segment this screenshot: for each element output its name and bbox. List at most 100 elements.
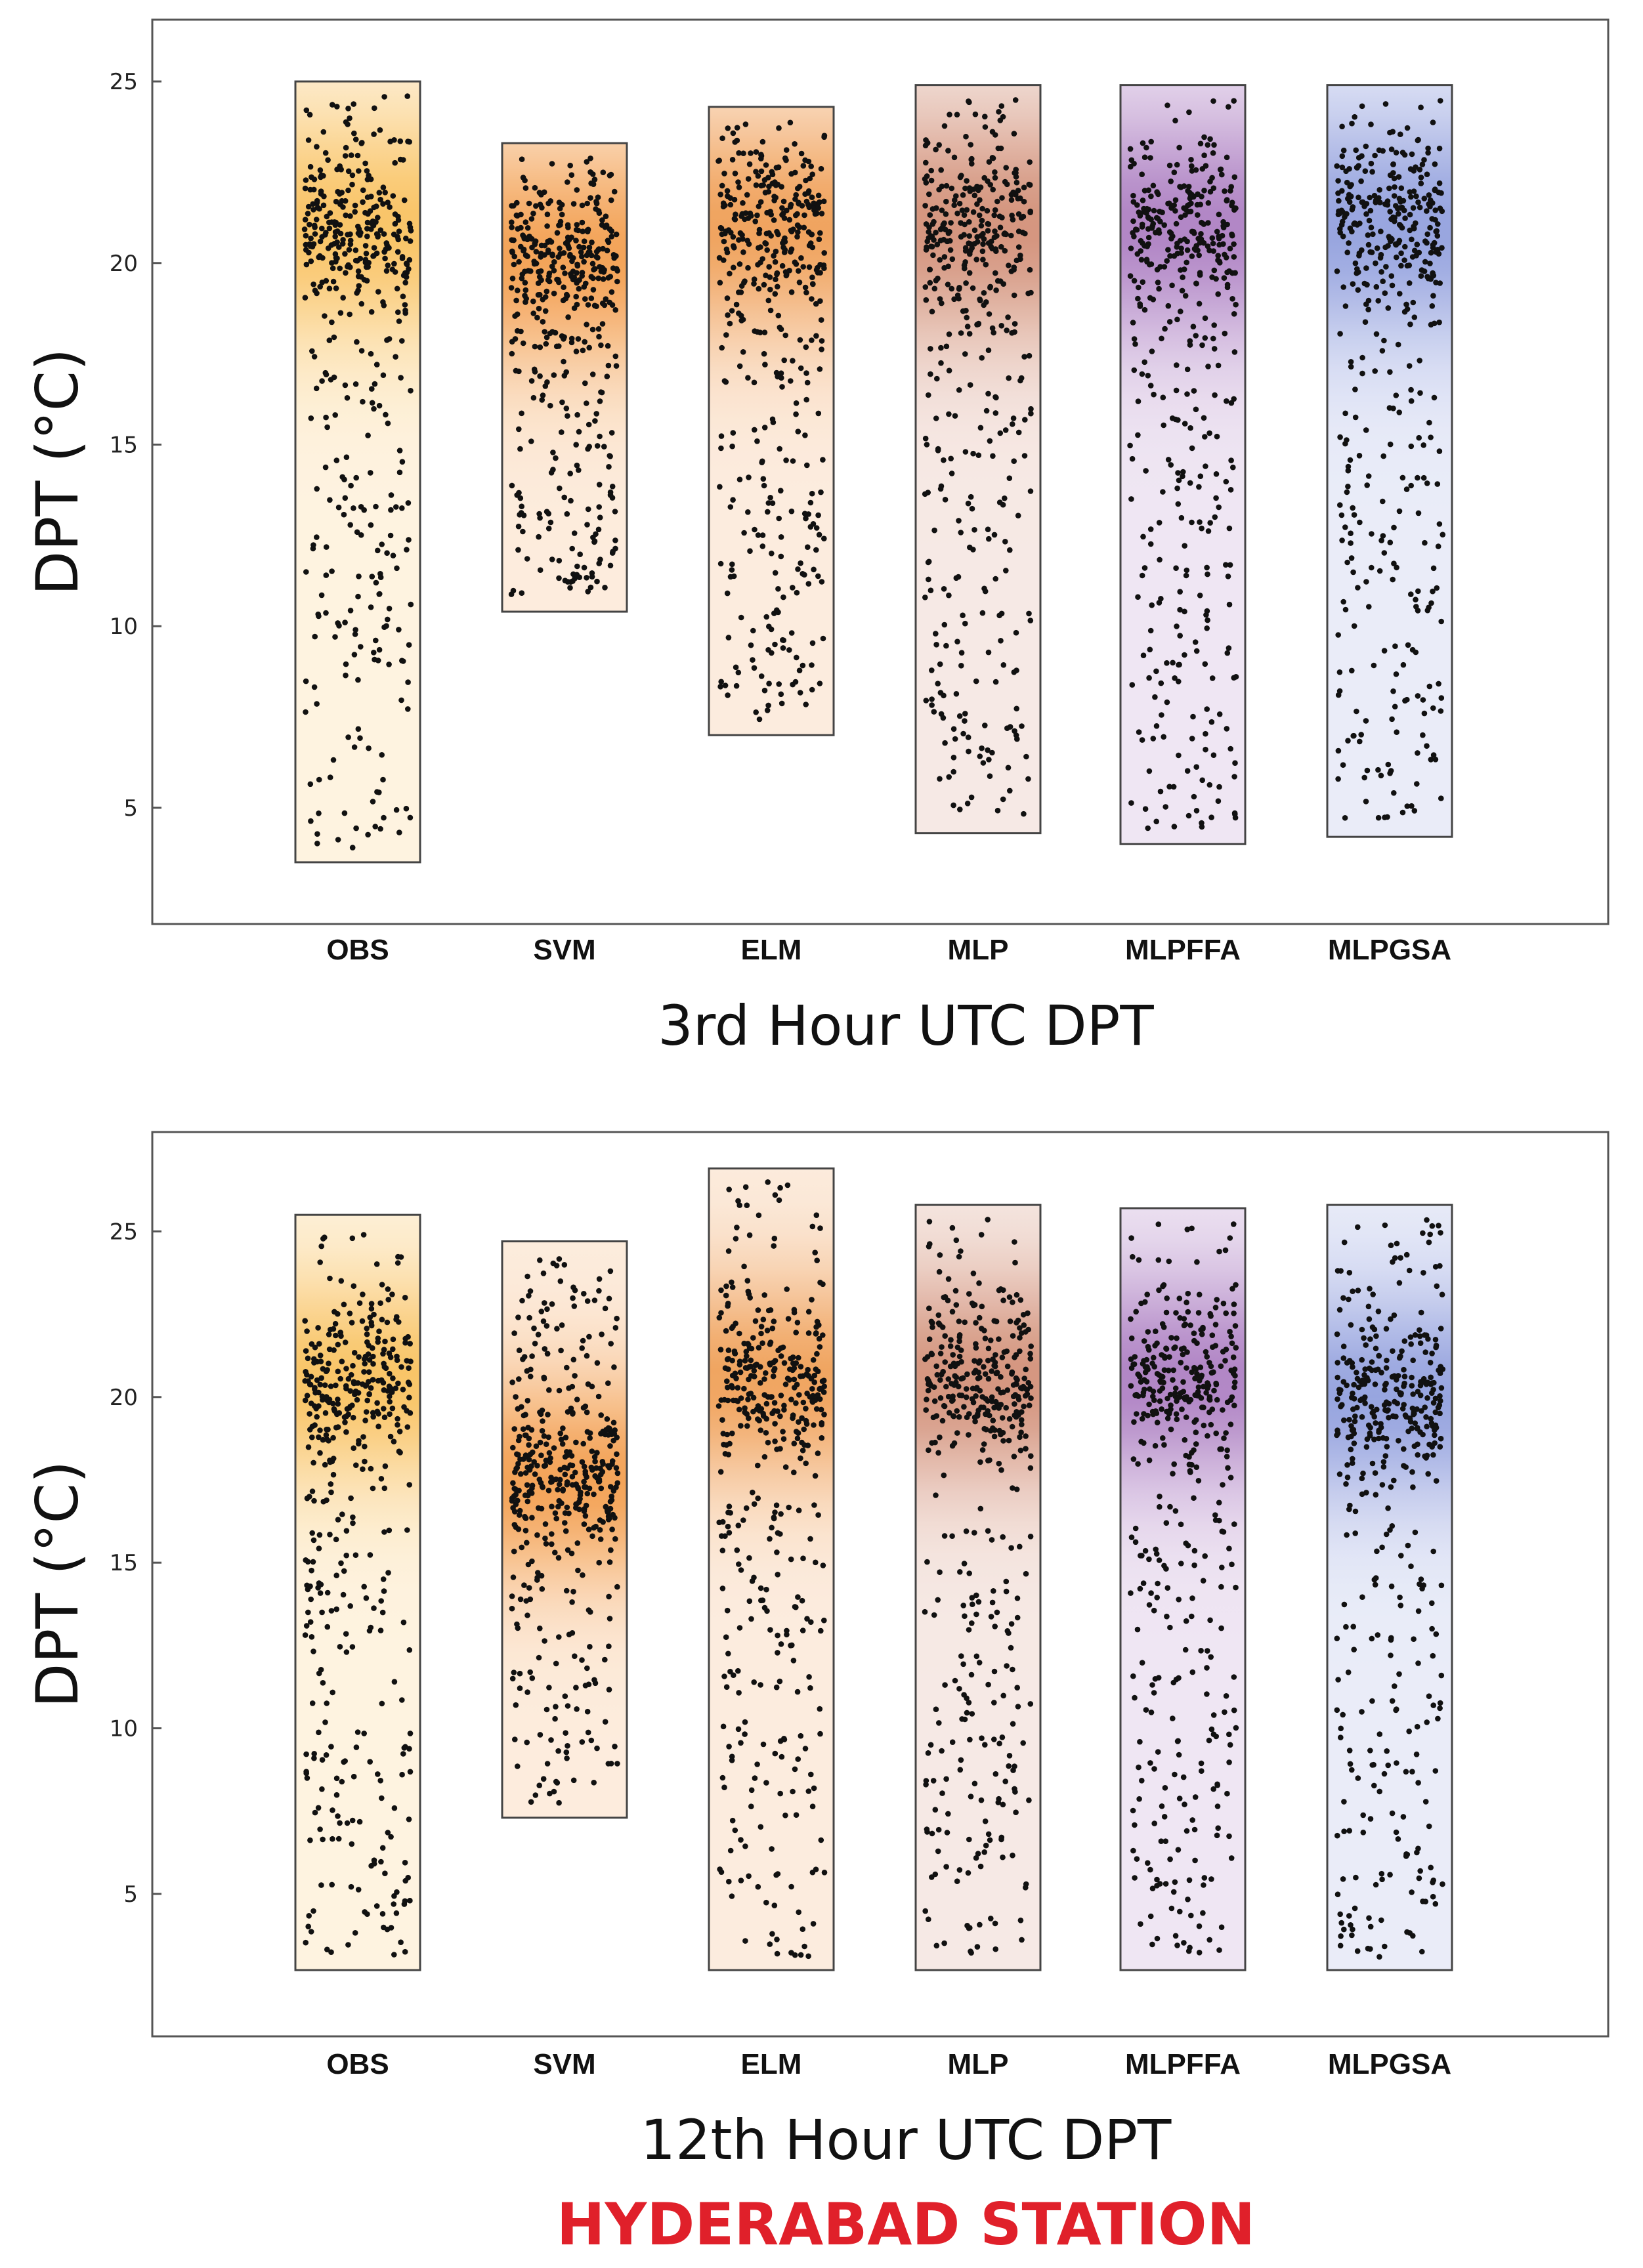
data-point [1165, 247, 1171, 253]
data-point [927, 266, 933, 273]
data-point [1359, 153, 1365, 159]
data-point [1161, 264, 1168, 270]
data-point [734, 137, 740, 144]
data-point [531, 1459, 537, 1465]
data-point [302, 1397, 309, 1404]
data-point [1373, 1420, 1378, 1426]
data-point [933, 1413, 940, 1419]
data-point [945, 148, 951, 154]
data-point [320, 1498, 327, 1505]
data-point [1334, 1635, 1340, 1641]
data-point [996, 1740, 1002, 1747]
data-point [1160, 1435, 1166, 1441]
data-point [572, 1469, 578, 1476]
data-point [798, 1952, 804, 1958]
data-point [524, 1739, 530, 1746]
data-point [574, 222, 580, 228]
data-point [788, 378, 794, 384]
data-point [517, 1596, 524, 1603]
data-point [311, 1360, 317, 1366]
data-point [727, 270, 733, 277]
data-point [1409, 1769, 1415, 1774]
data-point [977, 1459, 983, 1465]
data-point [347, 241, 354, 247]
data-point [966, 270, 973, 276]
data-point [1197, 593, 1203, 598]
data-point [1353, 1874, 1359, 1881]
data-point [534, 1532, 540, 1538]
data-point [985, 1681, 991, 1688]
data-point [1153, 215, 1160, 221]
data-point [608, 430, 615, 436]
data-point [1182, 652, 1187, 658]
data-point [556, 558, 563, 564]
data-point [1378, 1424, 1384, 1431]
data-point [530, 394, 537, 401]
data-point [929, 243, 935, 250]
data-point [390, 553, 396, 558]
data-point [540, 1270, 547, 1276]
data-point [1392, 184, 1398, 190]
data-point [1218, 1363, 1224, 1370]
data-point [355, 677, 361, 683]
data-point [922, 1608, 928, 1615]
data-point [327, 1275, 333, 1282]
data-point [985, 228, 991, 234]
data-point [309, 1700, 316, 1706]
data-point [1130, 218, 1136, 224]
data-point [1210, 150, 1216, 156]
data-point [810, 521, 817, 527]
data-point [956, 1338, 962, 1345]
data-point [530, 1449, 536, 1456]
data-point [752, 1775, 758, 1781]
data-point [1159, 1385, 1166, 1391]
data-point [589, 326, 596, 333]
data-point [1154, 1371, 1161, 1377]
data-point [1166, 1258, 1172, 1265]
data-point [1399, 809, 1406, 816]
data-point [337, 265, 343, 272]
data-point [1006, 1294, 1013, 1300]
data-point [1390, 688, 1396, 694]
data-point [407, 1769, 414, 1775]
data-point [1227, 1328, 1233, 1335]
data-point [759, 543, 766, 549]
data-point [733, 1320, 738, 1326]
data-point [755, 1495, 761, 1502]
data-point [812, 1250, 818, 1255]
data-point [550, 467, 556, 472]
data-point [970, 450, 976, 457]
data-point [1391, 1477, 1397, 1484]
data-point [936, 142, 942, 148]
data-point [579, 1345, 585, 1351]
data-point [985, 221, 992, 227]
data-point [306, 1913, 312, 1919]
data-point [1005, 765, 1012, 771]
data-point [1202, 434, 1208, 440]
data-point [1187, 1469, 1193, 1475]
data-point [756, 1212, 762, 1219]
data-point [564, 1481, 570, 1488]
data-point [929, 696, 935, 702]
data-point [999, 1734, 1006, 1740]
data-point [570, 201, 577, 207]
data-point [319, 1757, 326, 1763]
data-point [1002, 539, 1008, 545]
data-point [565, 579, 571, 585]
data-point [1010, 1721, 1016, 1727]
data-point [353, 474, 359, 481]
data-point [595, 275, 601, 282]
data-point [543, 1458, 549, 1463]
data-point [1351, 512, 1357, 518]
data-point [612, 537, 618, 543]
data-point [567, 585, 573, 591]
data-point [956, 1414, 962, 1420]
data-point [1021, 810, 1027, 817]
data-point [605, 275, 612, 281]
data-point [364, 1397, 370, 1404]
data-point [1145, 373, 1151, 379]
data-point [1371, 1437, 1377, 1442]
data-point [1017, 1447, 1024, 1454]
data-point [1028, 406, 1034, 412]
data-point [1027, 1701, 1034, 1707]
